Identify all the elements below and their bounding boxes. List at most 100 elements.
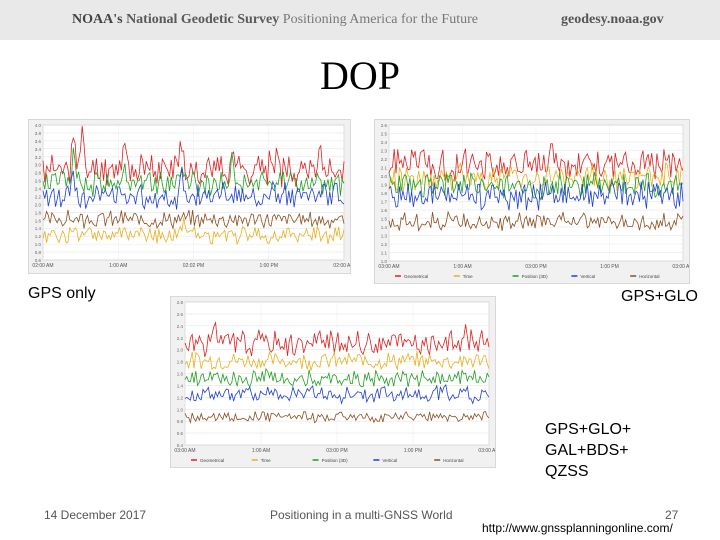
y-tick-label: 1.4: [381, 225, 388, 230]
x-tick-label: 1:00 AM: [109, 263, 127, 269]
label-gps-only: GPS only: [28, 285, 96, 302]
y-tick-label: 2.2: [35, 194, 42, 199]
series-line: [42, 217, 345, 245]
series-line: [184, 384, 490, 405]
legend-label: Horizontal: [639, 274, 659, 279]
y-tick-label: 0.8: [35, 250, 42, 255]
label-multi-line-2: GAL+BDS+: [545, 442, 629, 459]
series-line: [184, 367, 490, 388]
y-tick-label: 1.2: [35, 234, 42, 239]
y-tick-label: 1.2: [177, 395, 184, 400]
label-gps-glo: GPS+GLO: [621, 288, 698, 305]
series-line: [184, 321, 490, 358]
y-tick-label: 0.4: [177, 443, 184, 448]
y-tick-label: 1.2: [381, 242, 388, 247]
legend-label: Geometrical: [200, 458, 224, 463]
legend-label: Vertical: [382, 458, 397, 463]
legend-label: Position (3D): [522, 274, 549, 279]
survey-name: National Geodetic Survey: [126, 12, 280, 27]
x-tick-label: 1:00 AM: [252, 448, 270, 454]
legend-label: Time: [261, 458, 271, 463]
series-line: [42, 147, 345, 197]
source-url[interactable]: http://www.gnssplanningonline.com/: [482, 521, 673, 535]
y-tick-label: 2.0: [35, 202, 42, 207]
noaa-ngs-logo[interactable]: NOAA's National Geodetic Survey Position…: [72, 12, 478, 28]
legend-label: Position (3D): [322, 458, 349, 463]
y-tick-label: 1.0: [381, 259, 388, 264]
site-link[interactable]: geodesy.noaa.gov: [561, 12, 664, 27]
x-tick-label: 1:00 AM: [453, 264, 471, 270]
x-tick-label: 03:00 AM: [174, 448, 195, 454]
x-tick-label: 03:00 PM: [326, 448, 347, 454]
y-tick-label: 0.6: [35, 258, 42, 263]
y-tick-label: 0.8: [177, 419, 184, 424]
chart-svg: 2.6 2.5 2.4 2.3 2.2 2.1 2.0 1.9 1.8 1.7 1.6 1.5 1.4 1…: [378, 123, 689, 279]
x-tick-label: 02:02 PM: [183, 263, 204, 269]
y-tick-label: 2.2: [381, 157, 388, 162]
y-tick-label: 2.0: [381, 174, 388, 179]
y-tick-label: 1.8: [35, 210, 42, 215]
chart-gps-only: 4.0 3.8 3.6 3.4 3.2 3.0 2.8 2.6 2.4 2.2 2.0 1.8 1.6 1…: [28, 119, 351, 274]
y-tick-label: 2.4: [177, 324, 184, 329]
label-multi-gnss: GPS+GLO+ GAL+BDS+ QZSS: [545, 419, 631, 482]
label-multi-line-1: GPS+GLO+: [545, 421, 632, 438]
x-tick-label: 03:00 PM: [525, 264, 546, 270]
y-tick-label: 2.3: [381, 149, 388, 154]
y-tick-label: 2.6: [381, 123, 388, 128]
x-tick-label: 02:00 AM: [333, 263, 350, 269]
series-line: [42, 209, 345, 230]
y-tick-label: 1.4: [35, 226, 42, 231]
series-line: [184, 350, 490, 371]
series-line: [388, 181, 684, 211]
series-line: [388, 161, 684, 192]
y-tick-label: 3.0: [35, 163, 42, 168]
legend-label: Vertical: [580, 274, 595, 279]
y-tick-label: 2.6: [35, 179, 42, 184]
y-tick-label: 2.8: [177, 300, 184, 305]
y-tick-label: 1.6: [35, 218, 42, 223]
y-tick-label: 2.2: [177, 336, 184, 341]
chart-gps-glo-gal-bds-qzss: 2.8 2.6 2.4 2.2 2.0 1.8 1.6 1.4 1.2 1.0 0.8 0.6 0.4 0…: [170, 296, 496, 468]
y-tick-label: 3.4: [35, 147, 42, 152]
y-tick-label: 1.9: [381, 183, 388, 188]
legend-label: Horizontal: [443, 458, 463, 463]
y-tick-label: 3.2: [35, 155, 42, 160]
y-tick-label: 2.4: [35, 187, 42, 192]
y-tick-label: 1.8: [381, 191, 388, 196]
x-tick-label: 03:00 AM: [672, 264, 689, 270]
series-line: [388, 172, 684, 201]
series-line: [388, 143, 684, 182]
x-tick-label: 02:00 AM: [32, 263, 53, 269]
org-name: NOAA's: [72, 12, 123, 27]
header-banner: NOAA's National Geodetic Survey Position…: [0, 0, 720, 40]
y-tick-label: 4.0: [35, 123, 42, 128]
chart-svg: 4.0 3.8 3.6 3.4 3.2 3.0 2.8 2.6 2.4 2.2 2.0 1.8 1.6 1…: [32, 123, 350, 269]
series-line: [388, 210, 684, 232]
y-tick-label: 3.6: [35, 139, 42, 144]
y-tick-label: 1.1: [381, 251, 388, 256]
y-tick-label: 2.8: [35, 171, 42, 176]
y-tick-label: 1.3: [381, 234, 388, 239]
footer-title: Positioning in a multi-GNSS World: [270, 508, 453, 522]
x-tick-label: 03:00 AM: [378, 264, 399, 270]
y-tick-label: 0.6: [177, 431, 184, 436]
chart-gps-glo: 2.6 2.5 2.4 2.3 2.2 2.1 2.0 1.9 1.8 1.7 1.6 1.5 1.4 1…: [374, 119, 690, 284]
y-tick-label: 1.0: [177, 407, 184, 412]
y-tick-label: 3.8: [35, 131, 42, 136]
y-tick-label: 2.0: [177, 348, 184, 353]
series-line: [184, 410, 490, 425]
page-number: 27: [665, 508, 679, 522]
legend-label: Geometrical: [404, 274, 428, 279]
label-multi-line-3: QZSS: [545, 463, 589, 480]
chart-svg: 2.82.62.42.22.01.81.61.41.21.00.80.60.40…: [174, 300, 495, 463]
y-tick-label: 1.6: [381, 208, 388, 213]
y-tick-label: 2.4: [381, 140, 388, 145]
y-tick-label: 1.0: [35, 242, 42, 247]
y-tick-label: 1.6: [177, 372, 184, 377]
legend-label: Time: [463, 274, 473, 279]
y-tick-label: 2.1: [381, 166, 388, 171]
y-tick-label: 1.8: [177, 360, 184, 365]
series-line: [42, 168, 345, 211]
x-tick-label: 1:00 PM: [259, 263, 278, 269]
y-tick-label: 2.5: [381, 132, 388, 137]
